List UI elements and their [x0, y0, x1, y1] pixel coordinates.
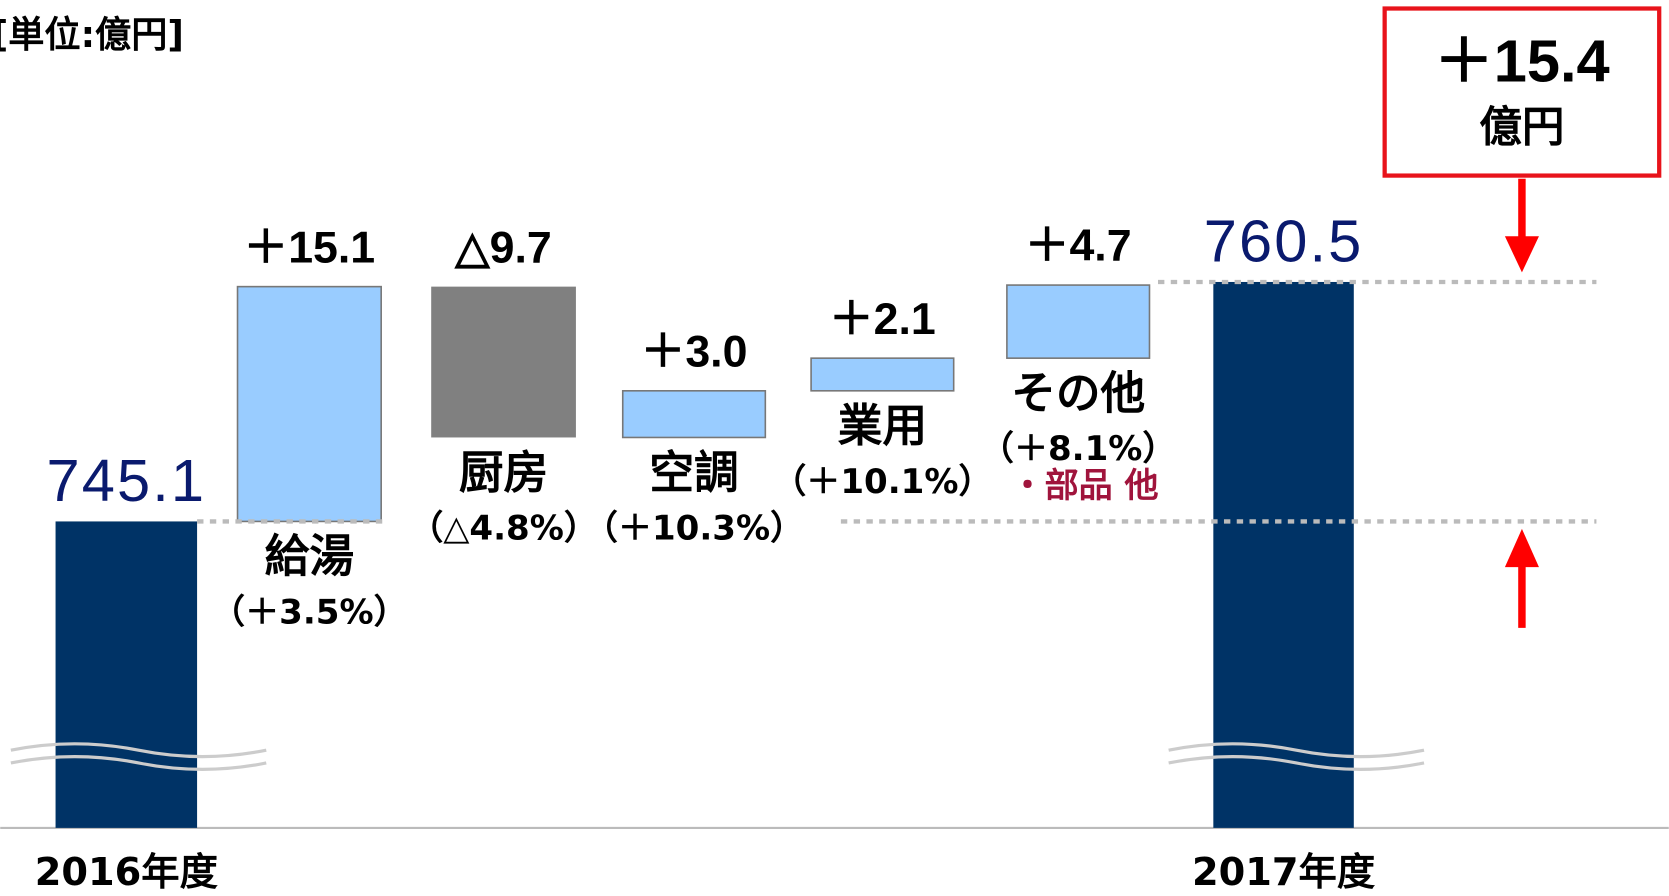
growth-label: （＋3.5%）	[211, 593, 408, 633]
x-tick-label: 2017年度	[1192, 850, 1376, 895]
axis-break	[1168, 755, 1425, 771]
bar	[1006, 284, 1151, 359]
category-label: 業用	[838, 400, 927, 452]
category-label: 空調	[649, 447, 738, 499]
growth-label: （＋8.1%）	[980, 429, 1177, 469]
growth-label: （＋10.3%）	[584, 509, 804, 549]
arrow-up	[1504, 528, 1539, 628]
value-label: △9.7	[453, 223, 551, 272]
note: ・部品 他	[1011, 466, 1159, 506]
total-change-value: ＋15.4	[1434, 28, 1610, 95]
total-change-unit: 億円	[1479, 102, 1564, 152]
x-tick-label: 2016年度	[35, 850, 219, 895]
axis-break	[1168, 742, 1425, 759]
bar	[236, 285, 382, 523]
bar	[55, 521, 198, 828]
value-label: 760.5	[1204, 208, 1364, 275]
value-label: ＋2.1	[829, 295, 936, 344]
growth-label: （△4.8%）	[409, 509, 598, 549]
axis-break	[10, 742, 267, 759]
category-label: 厨房	[459, 447, 548, 499]
bar	[431, 286, 576, 438]
bar	[621, 390, 767, 439]
value-label: ＋4.7	[1025, 222, 1132, 271]
value-label: ＋3.0	[641, 327, 748, 376]
value-label: 745.1	[46, 447, 206, 514]
unit-label: [単位:億円]	[0, 13, 184, 56]
category-label: 給湯	[265, 531, 354, 583]
category-label: その他	[1011, 367, 1145, 419]
arrow-down	[1504, 178, 1539, 273]
value-label: ＋15.1	[244, 223, 376, 272]
axis-break	[10, 755, 267, 771]
bar	[1213, 281, 1354, 828]
growth-label: （＋10.1%）	[772, 462, 992, 502]
bar	[810, 357, 955, 392]
total-change-box	[1382, 6, 1662, 178]
